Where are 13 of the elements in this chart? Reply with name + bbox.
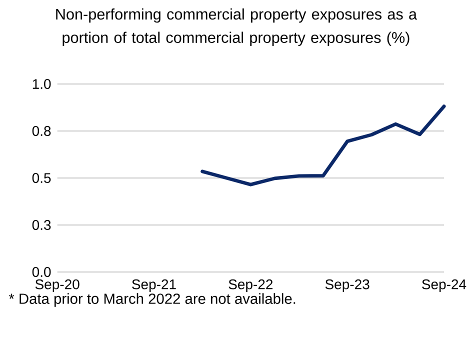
text: * Data prior to March 2022 are not available. [8, 293, 296, 307]
chart-title: Non-performing commercial property exposures as a portion of total commercial property exposures (%) [56, 8, 418, 46]
line-series [200, 104, 446, 186]
x-tick-label: Sep-21 [132, 279, 176, 292]
y-tick-label: 0.5 [32, 173, 51, 183]
x-tick-label: Sep-23 [325, 279, 370, 292]
x-tick-label: Sep-24 [422, 279, 466, 292]
y-tick-label: 0.3 [32, 220, 51, 230]
y-tick-label: 0.8 [32, 126, 51, 136]
x-tick-label: Sep-20 [35, 279, 80, 292]
y-tick-label: 1.0 [32, 79, 51, 89]
y-tick-label: 0.0 [32, 267, 51, 277]
x-tick-label: Sep-22 [228, 279, 273, 292]
